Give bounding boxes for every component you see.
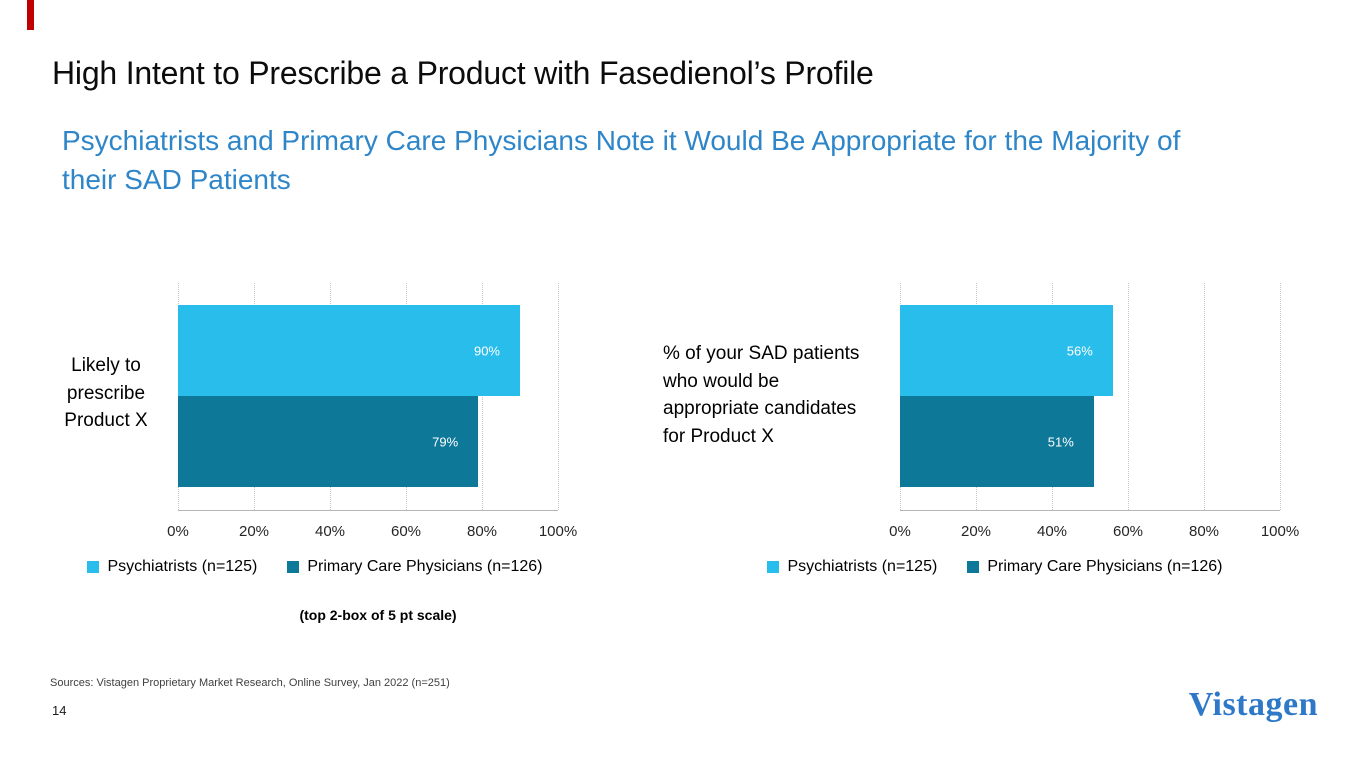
x-tick-label: 20%	[238, 523, 270, 540]
chart2-bar-primary-care: 51%	[900, 396, 1094, 487]
x-tick-label: 20%	[960, 523, 992, 540]
legend-label: Primary Care Physicians (n=126)	[987, 558, 1223, 575]
page-title: High Intent to Prescribe a Product with …	[52, 55, 874, 91]
legend-swatch-psychiatrists	[87, 561, 100, 573]
chart1-bars: 90% 79%	[178, 305, 558, 487]
red-accent-bar	[27, 0, 34, 30]
chart2-legend: Psychiatrists (n=125) Primary Care Physi…	[710, 558, 1280, 576]
gridline	[482, 283, 483, 510]
chart2-bar-psychiatrists: 56%	[900, 305, 1113, 396]
x-tick-label: 100%	[538, 523, 578, 540]
gridline	[558, 283, 559, 510]
gridline	[1204, 283, 1205, 510]
legend-label: Psychiatrists (n=125)	[787, 558, 938, 575]
chart2-plot-area: 56% 51% 0% 20% 40% 60% 80% 100%	[889, 283, 1299, 540]
x-tick-label: 60%	[390, 523, 422, 540]
vistagen-logo: Vistagen	[1188, 686, 1318, 723]
x-tick-label: 80%	[1188, 523, 1220, 540]
chart2-bars: 56% 51%	[900, 305, 1280, 487]
page-number: 14	[52, 703, 67, 718]
x-tick-label: 0%	[889, 523, 911, 540]
chart1-legend: Psychiatrists (n=125) Primary Care Physi…	[50, 558, 580, 576]
bar-value-label: 90%	[473, 343, 500, 358]
chart1-bar-psychiatrists: 90%	[178, 305, 520, 396]
legend-swatch-psychiatrists	[767, 561, 780, 573]
legend-swatch-primary-care	[967, 561, 980, 573]
legend-item-primary-care: Primary Care Physicians (n=126)	[967, 558, 1223, 576]
x-tick-label: 60%	[1112, 523, 1144, 540]
slide-subtitle: Psychiatrists and Primary Care Physician…	[62, 125, 1181, 195]
legend-item-primary-care: Primary Care Physicians (n=126)	[287, 558, 543, 576]
scale-footnote: (top 2-box of 5 pt scale)	[299, 607, 457, 623]
sources-note: Sources: Vistagen Proprietary Market Res…	[50, 677, 450, 689]
legend-swatch-primary-care	[287, 561, 300, 573]
x-tick-label: 0%	[167, 523, 189, 540]
legend-item-psychiatrists: Psychiatrists (n=125)	[767, 558, 937, 576]
x-tick-label: 100%	[1260, 523, 1300, 540]
chart2-category-label: % of your SAD patients who would be appr…	[663, 343, 860, 447]
bar-value-label: 56%	[1066, 343, 1093, 358]
bar-value-label: 79%	[432, 434, 459, 449]
chart1-bar-primary-care: 79%	[178, 396, 479, 487]
legend-item-psychiatrists: Psychiatrists (n=125)	[87, 558, 257, 576]
gridline	[1280, 283, 1281, 510]
gridline	[1128, 283, 1129, 510]
x-tick-label: 40%	[1036, 523, 1068, 540]
chart1-category-label: Likely to prescribe Product X	[64, 355, 148, 432]
bar-value-label: 51%	[1047, 434, 1074, 449]
legend-label: Psychiatrists (n=125)	[107, 558, 258, 575]
legend-label: Primary Care Physicians (n=126)	[307, 558, 543, 575]
chart1-plot-area: 90% 79% 0% 20% 40% 60% 80% 100%	[167, 283, 577, 540]
x-tick-label: 80%	[466, 523, 498, 540]
x-tick-label: 40%	[314, 523, 346, 540]
